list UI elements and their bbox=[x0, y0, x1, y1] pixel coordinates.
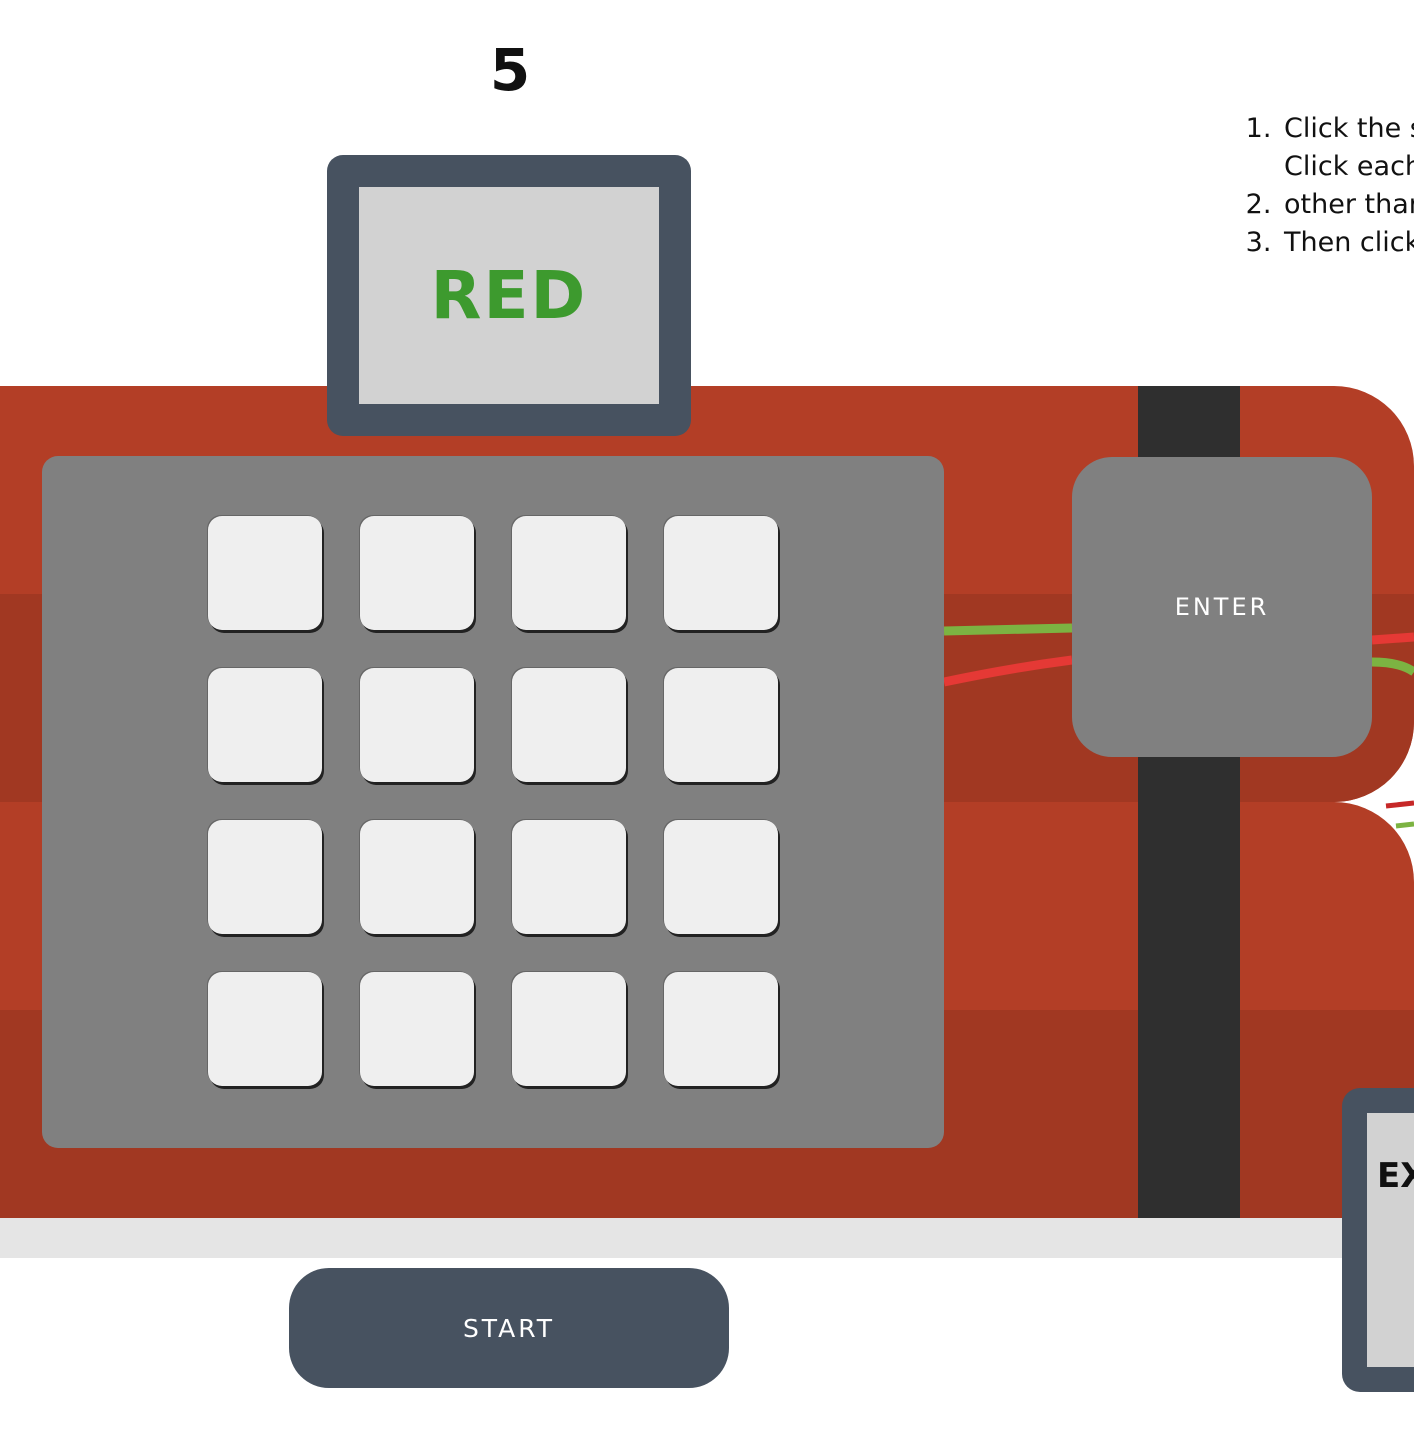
instruction-step-2-text: Click each other than bbox=[1284, 151, 1414, 220]
keypad-key[interactable] bbox=[512, 820, 626, 934]
enter-label: ENTER bbox=[1174, 593, 1270, 621]
keypad-panel bbox=[42, 456, 944, 1148]
keypad-key[interactable] bbox=[664, 820, 778, 934]
green-wire-low bbox=[1395, 821, 1414, 829]
display-word: RED bbox=[430, 257, 588, 334]
red-wire-right bbox=[1371, 632, 1414, 645]
enter-button[interactable]: ENTER bbox=[1072, 457, 1372, 757]
keypad-key[interactable] bbox=[360, 820, 474, 934]
keypad-key[interactable] bbox=[664, 972, 778, 1086]
keypad-key[interactable] bbox=[512, 972, 626, 1086]
keypad-key[interactable] bbox=[360, 972, 474, 1086]
start-button[interactable]: START bbox=[289, 1268, 729, 1388]
keypad-key[interactable] bbox=[664, 516, 778, 630]
instruction-step-1: Click the s bbox=[1280, 110, 1414, 148]
keypad-key[interactable] bbox=[664, 668, 778, 782]
instruction-step-2: Click each other than bbox=[1280, 148, 1414, 224]
countdown-number: 5 bbox=[489, 36, 531, 104]
green-wire bbox=[943, 623, 1073, 636]
keypad-key[interactable] bbox=[208, 516, 322, 630]
keypad-key[interactable] bbox=[360, 668, 474, 782]
keypad-key[interactable] bbox=[208, 668, 322, 782]
start-label: START bbox=[462, 1313, 556, 1343]
instructions-list: Click the s Click each other than Then c… bbox=[1250, 110, 1414, 262]
red-wire-low bbox=[1385, 800, 1414, 809]
ground-shadow bbox=[0, 1216, 1414, 1258]
keypad-key[interactable] bbox=[512, 516, 626, 630]
green-wire-right bbox=[1371, 657, 1414, 676]
keypad-key[interactable] bbox=[360, 516, 474, 630]
explode-label: EX bbox=[1377, 1156, 1414, 1196]
instruction-step-3: Then click bbox=[1280, 224, 1414, 262]
explode-panel-screen bbox=[1367, 1113, 1414, 1367]
keypad-key[interactable] bbox=[208, 820, 322, 934]
keypad-key[interactable] bbox=[512, 668, 626, 782]
red-wire bbox=[943, 655, 1073, 687]
color-display-screen: RED bbox=[359, 187, 659, 404]
keypad-key[interactable] bbox=[208, 972, 322, 1086]
